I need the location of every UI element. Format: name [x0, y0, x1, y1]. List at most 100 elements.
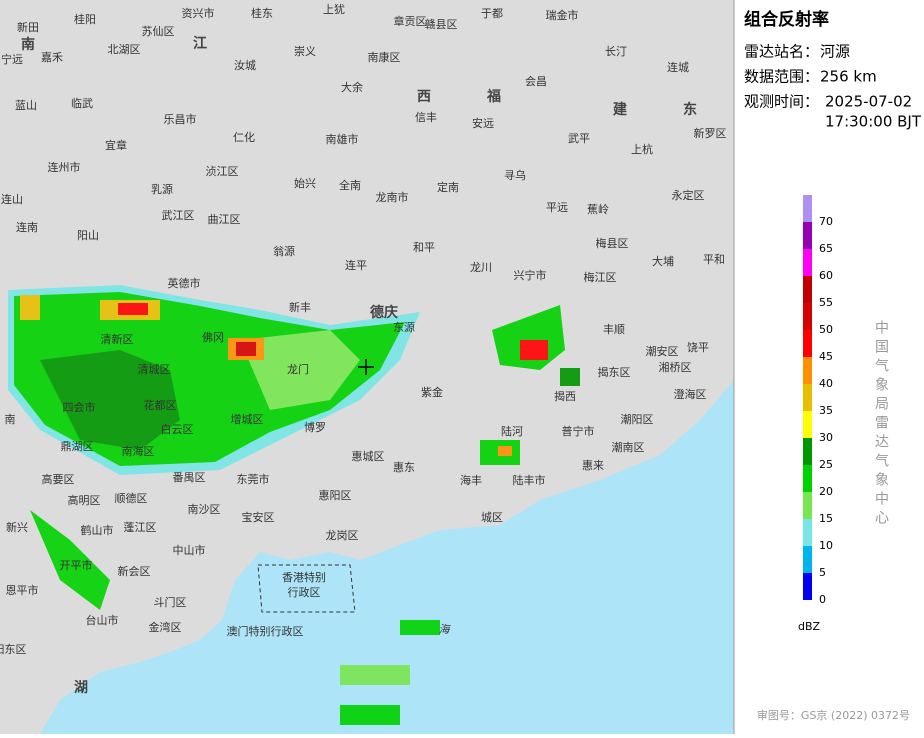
place-label: 新兴	[6, 520, 28, 534]
place-label: 汝城	[234, 58, 256, 72]
place-label: 恩平市	[6, 583, 39, 597]
legend-label: 40	[819, 377, 833, 390]
place-label: 寻乌	[504, 168, 526, 182]
place-label: 南雄市	[326, 132, 359, 146]
place-label: 连州市	[48, 160, 81, 174]
place-label: 博罗	[304, 421, 326, 434]
province-label: 德庆	[370, 304, 398, 321]
legend-swatch	[803, 195, 812, 222]
panel-title: 组合反射率	[744, 9, 829, 30]
place-label: 桂阳	[74, 12, 96, 26]
place-label: 武平	[568, 132, 590, 145]
place-label: 新丰	[289, 300, 311, 314]
legend-label: 50	[819, 323, 833, 336]
place-label: 揭东区	[598, 365, 631, 379]
place-label: 南	[5, 413, 16, 426]
legend-label: 65	[819, 242, 833, 255]
place-label: 清新区	[101, 332, 134, 346]
province-label: 东	[683, 101, 697, 118]
legend-swatch	[803, 384, 812, 411]
place-label: 武江区	[162, 209, 195, 222]
legend-label: 0	[819, 593, 826, 606]
place-label: 仁化	[233, 130, 255, 144]
place-label: 宝安区	[242, 510, 275, 524]
place-label: 阳山	[77, 229, 99, 242]
legend-swatch	[803, 492, 812, 519]
place-label: 平远	[546, 201, 568, 214]
place-label: 章贡区	[394, 14, 427, 28]
sea	[40, 380, 734, 734]
place-label: 瑞金市	[546, 8, 579, 22]
legend-label: 5	[819, 566, 826, 579]
place-label: 会昌	[525, 75, 547, 88]
unit: dBZ	[798, 620, 821, 633]
place-label: 新会区	[118, 564, 151, 578]
place-label: 南沙区	[188, 503, 221, 516]
province-label: 西	[417, 89, 431, 105]
place-label: 香港特别	[282, 570, 326, 584]
place-label: 揭西	[554, 389, 576, 403]
place-label: 资兴市	[182, 6, 215, 20]
place-label: 顺德区	[115, 491, 148, 505]
place-label: 东源	[393, 320, 415, 334]
place-label: 南海区	[122, 444, 155, 458]
place-label: 金湾区	[149, 620, 182, 634]
place-label: 宜章	[105, 138, 127, 152]
place-label: 桂东	[251, 6, 273, 20]
place-label: 中山市	[173, 543, 206, 557]
place-label: 大埔	[652, 254, 674, 268]
place-label: 赣县区	[425, 17, 458, 31]
place-label: 龙川	[470, 261, 492, 274]
place-label: 潮南区	[612, 440, 645, 454]
station-label: 雷达站名：	[744, 43, 819, 61]
place-label: 陆河	[501, 424, 523, 438]
place-label: 梅县区	[596, 236, 629, 250]
legend: 0 5 10 15 20 25 30 35 40 45 50 55 60 65 70	[803, 195, 833, 606]
place-label: 永定区	[672, 188, 705, 202]
place-label: 潮安区	[646, 344, 679, 358]
place-label: 阳东区	[0, 643, 27, 656]
place-label: 连平	[345, 259, 367, 272]
legend-label: 60	[819, 269, 833, 282]
place-label: 海	[439, 623, 452, 636]
place-label: 澄海区	[674, 387, 707, 401]
range: 256 km	[820, 68, 877, 86]
legend-swatch	[803, 303, 812, 330]
legend-swatch	[803, 276, 812, 303]
legend-swatch	[803, 438, 812, 465]
place-label: 信丰	[415, 111, 437, 124]
place-label: 翁源	[273, 244, 295, 258]
legend-swatch	[803, 222, 812, 249]
place-label: 新田	[17, 20, 39, 34]
province-label: 南	[21, 36, 35, 53]
station: 河源	[820, 43, 850, 61]
place-label: 上杭	[631, 142, 653, 156]
province-label: 建	[613, 101, 627, 118]
place-label: 龙岗区	[326, 529, 359, 542]
legend-swatch	[803, 519, 812, 546]
place-label: 饶平	[687, 341, 709, 354]
place-label: 连南	[16, 221, 38, 234]
place-label: 平和	[703, 253, 725, 266]
place-label: 四会市	[63, 400, 96, 414]
place-label: 海丰	[460, 473, 482, 487]
place-label: 花都区	[144, 399, 177, 412]
place-label: 于都	[481, 7, 503, 20]
place-label: 增城区	[231, 412, 264, 426]
place-label: 鹤山市	[81, 523, 114, 537]
place-label: 丰顺	[603, 323, 625, 336]
radar-site	[358, 359, 374, 375]
province-label: 福	[486, 88, 501, 105]
legend-swatch	[803, 357, 812, 384]
place-label: 连城	[667, 61, 689, 74]
radar-echo	[8, 285, 580, 725]
legend-label: 10	[819, 539, 833, 552]
place-label: 新罗区	[694, 126, 727, 140]
time: 17:30:00 BJT	[825, 113, 922, 131]
legend-swatch	[803, 330, 812, 357]
legend-label: 35	[819, 404, 833, 417]
place-label: 东莞市	[237, 472, 270, 486]
place-label: 行政区	[288, 585, 321, 599]
legend-label: 45	[819, 350, 833, 363]
